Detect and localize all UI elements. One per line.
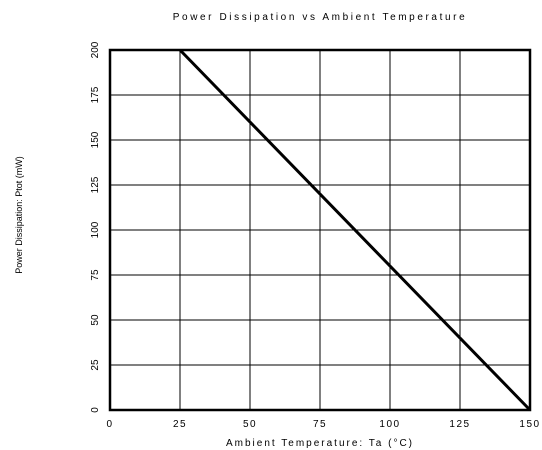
x-tick-labels: 0 25 50 75 100 125 150: [106, 419, 540, 430]
series-layer: [178, 48, 532, 412]
x-tick-label: 25: [173, 419, 187, 430]
y-tick-label: 100: [90, 221, 101, 238]
x-axis-label: Ambient Temperature: Ta (°C): [226, 438, 414, 449]
y-tick-label: 75: [90, 269, 101, 281]
y-tick-label: 125: [90, 176, 101, 193]
x-tick-label: 125: [449, 419, 470, 430]
x-tick-label: 100: [379, 419, 400, 430]
x-tick-label: 75: [313, 419, 327, 430]
grid-lines: [110, 50, 530, 410]
x-tick-label: 150: [519, 419, 540, 430]
y-tick-label: 25: [90, 359, 101, 371]
x-tick-label: 0: [106, 419, 113, 430]
y-axis-label: Power Dissipation: Ptot (mW): [14, 156, 24, 274]
y-tick-label: 0: [90, 407, 101, 413]
y-tick-labels: 0 25 50 75 100 125 150 175 200: [90, 41, 101, 413]
derating-line: [178, 48, 532, 412]
x-tick-label: 50: [243, 419, 257, 430]
y-tick-label: 150: [90, 131, 101, 148]
chart-title: Power Dissipation vs Ambient Temperature: [173, 12, 467, 23]
y-tick-label: 50: [90, 314, 101, 326]
plot-frame: [108, 48, 532, 412]
y-tick-label: 200: [90, 41, 101, 58]
y-tick-label: 175: [90, 86, 101, 103]
